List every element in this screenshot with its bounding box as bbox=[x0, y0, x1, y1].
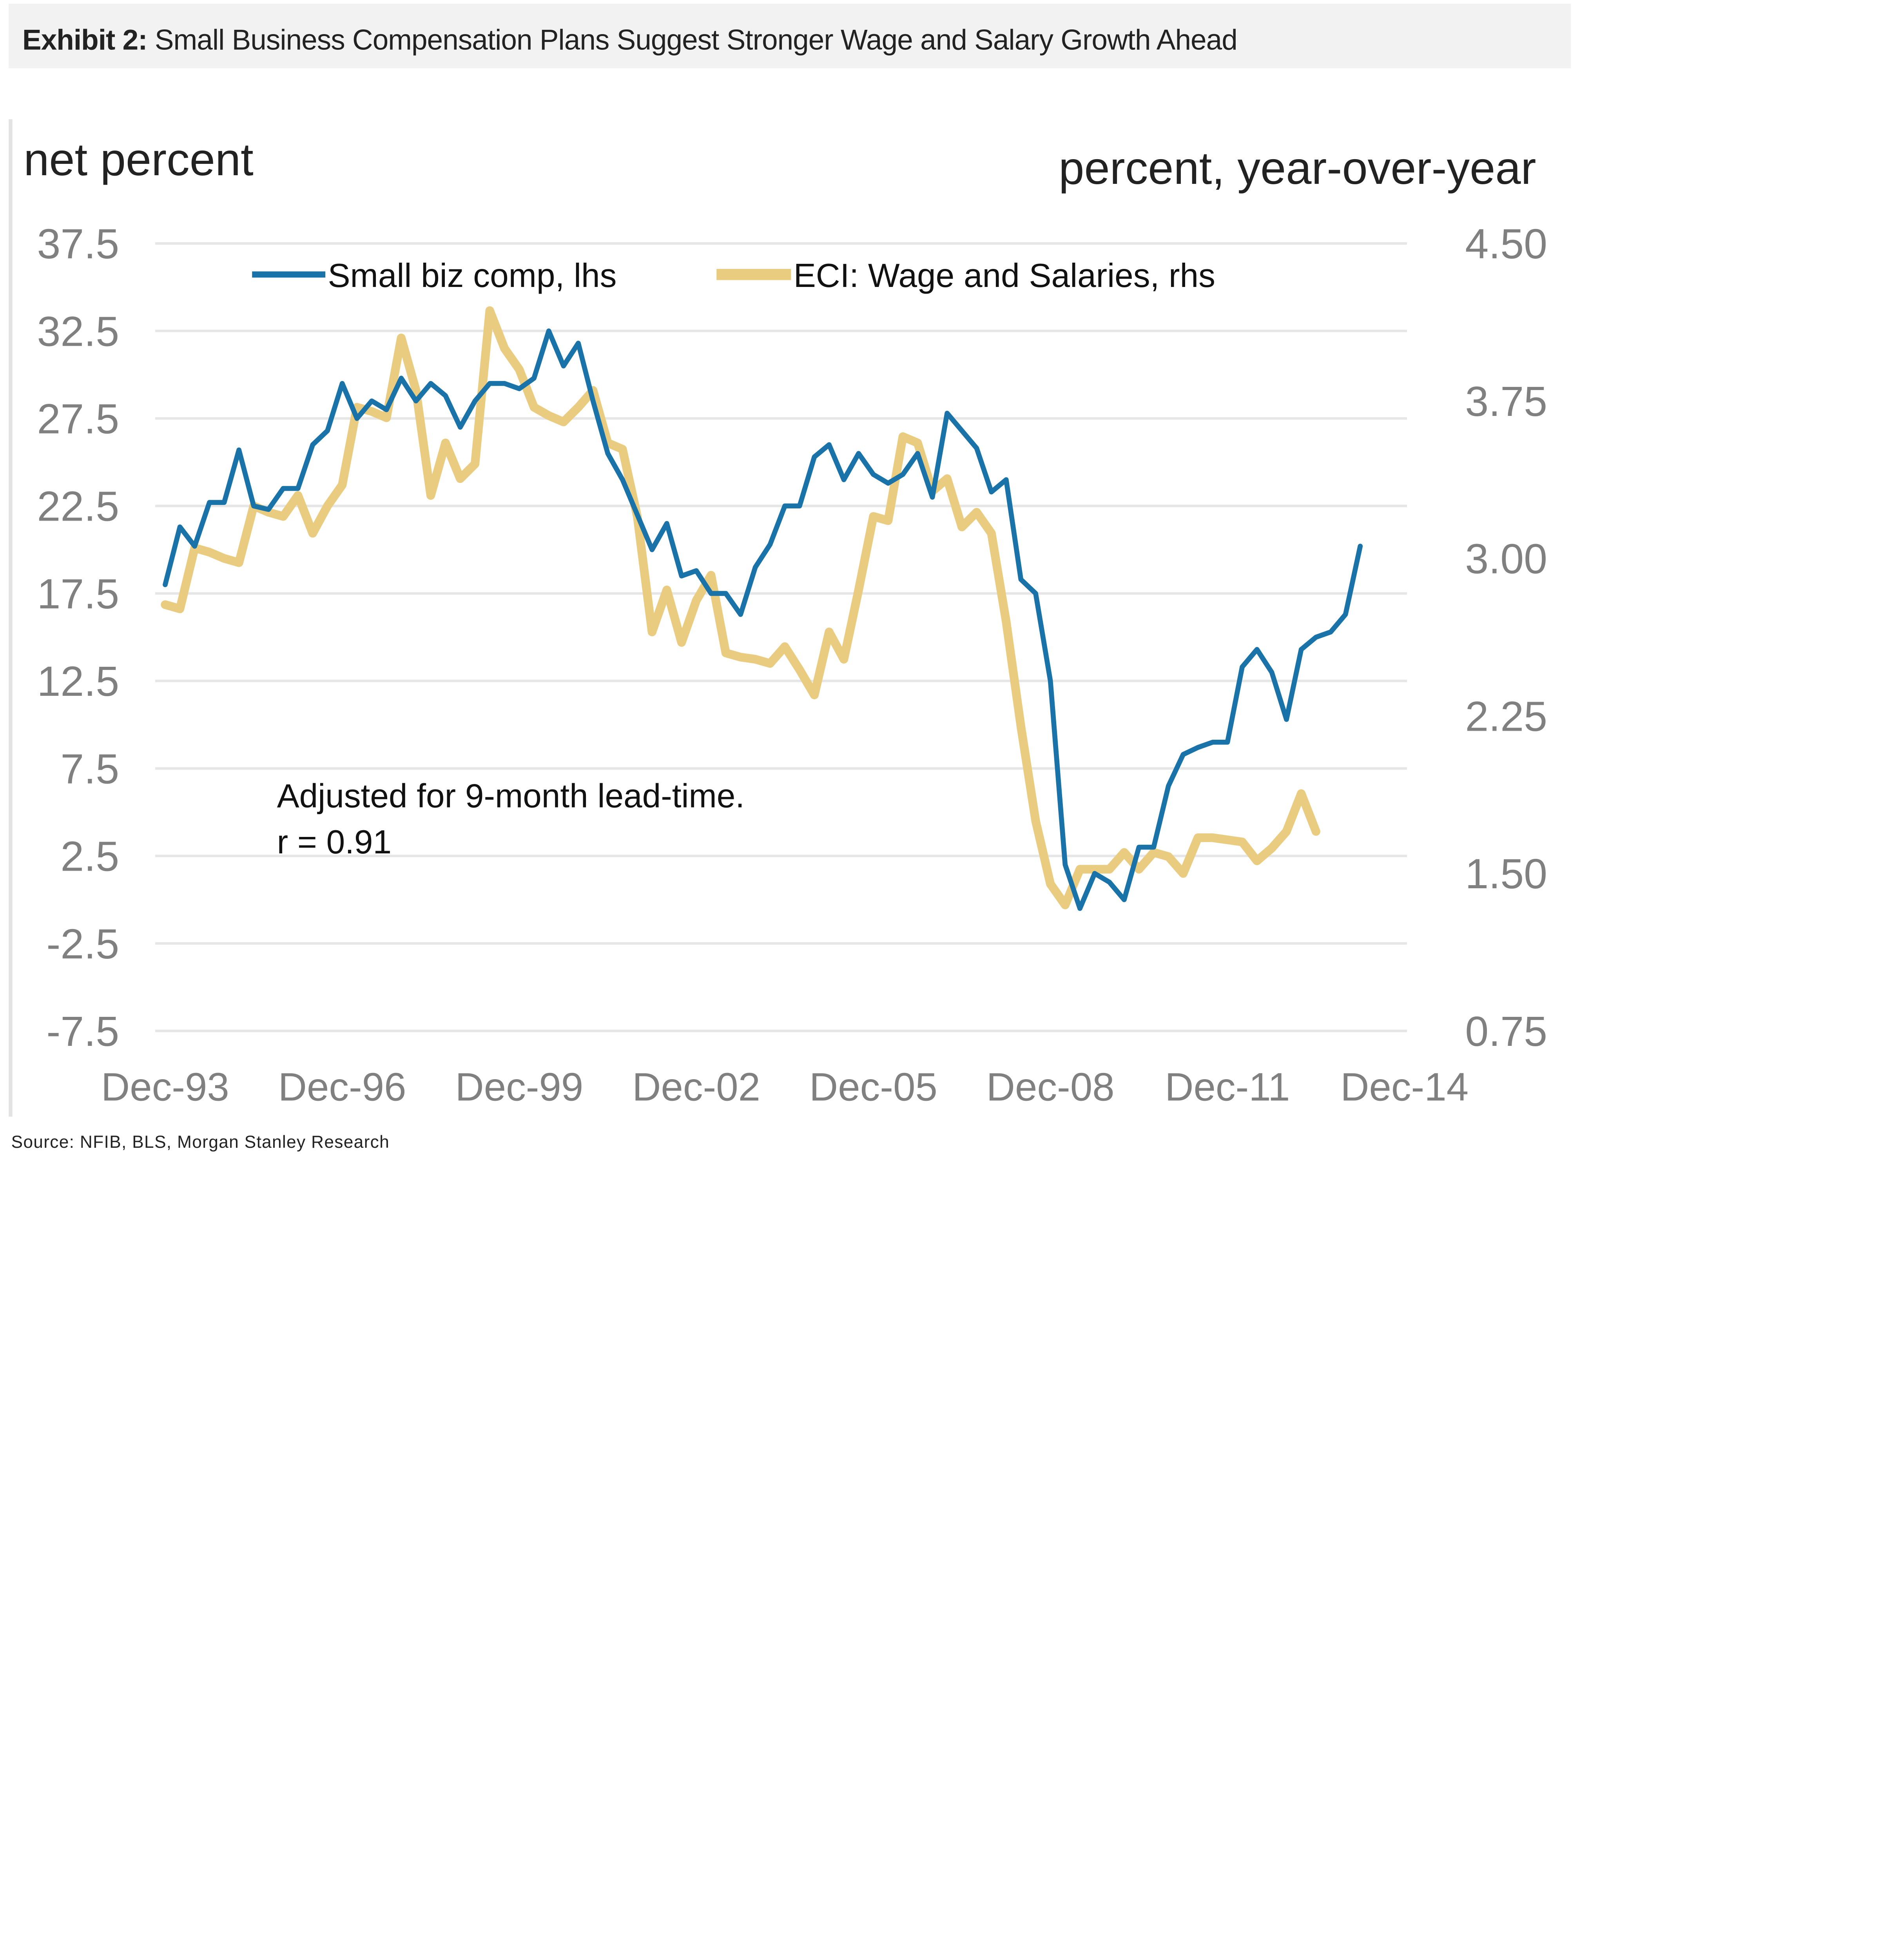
gridlines bbox=[155, 242, 1407, 1033]
y-left-tick-label: 2.5 bbox=[60, 833, 119, 880]
y-right-tick-label: 0.75 bbox=[1465, 1007, 1547, 1055]
series-line-small-biz-comp bbox=[163, 328, 1363, 911]
y-axis-right-title: percent, year-over-year bbox=[1059, 142, 1536, 194]
y-right-tick-label: 1.50 bbox=[1465, 850, 1547, 897]
legend-label-small-biz: Small biz comp, lhs bbox=[328, 257, 617, 294]
x-tick-label: Dec-14 bbox=[1340, 1065, 1469, 1109]
y-left-tick-label: 17.5 bbox=[37, 570, 120, 617]
exhibit-label: Exhibit 2: bbox=[22, 24, 147, 56]
y-axis-right: 4.50 3.75 3.00 2.25 1.50 0.75 bbox=[1465, 220, 1547, 1055]
y-right-tick-label: 4.50 bbox=[1465, 220, 1547, 267]
series-line-eci-wages-salaries bbox=[161, 306, 1320, 909]
y-right-tick-label: 2.25 bbox=[1465, 692, 1547, 740]
y-left-tick-label: 37.5 bbox=[37, 220, 120, 267]
annotation-lead-time: Adjusted for 9-month lead-time. bbox=[277, 778, 745, 815]
y-left-tick-label: -2.5 bbox=[47, 920, 120, 967]
x-tick-label: Dec-08 bbox=[986, 1065, 1115, 1109]
x-tick-label: Dec-05 bbox=[809, 1065, 937, 1109]
y-left-tick-label: 27.5 bbox=[37, 395, 120, 442]
x-axis: Dec-93 Dec-96 Dec-99 Dec-02 Dec-05 Dec-08 Dec-… bbox=[101, 1065, 1469, 1109]
y-axis-left: 37.5 32.5 27.5 22.5 17.5 12.5 7.5 2.5 -2.5 -7.5 bbox=[37, 220, 120, 1055]
frame-border bbox=[9, 119, 13, 1117]
x-tick-label: Dec-93 bbox=[101, 1065, 229, 1109]
y-left-tick-label: 12.5 bbox=[37, 657, 120, 705]
y-left-tick-label: 7.5 bbox=[60, 745, 119, 792]
y-right-tick-label: 3.75 bbox=[1465, 377, 1547, 425]
x-tick-label: Dec-96 bbox=[278, 1065, 406, 1109]
legend-label-eci: ECI: Wage and Salaries, rhs bbox=[794, 257, 1215, 294]
x-tick-label: Dec-02 bbox=[632, 1065, 760, 1109]
exhibit-title-text: Small Business Compensation Plans Sugges… bbox=[154, 24, 1238, 56]
x-tick-label: Dec-99 bbox=[455, 1065, 584, 1109]
y-left-tick-label: 32.5 bbox=[37, 307, 120, 355]
annotation-correlation: r = 0.91 bbox=[277, 824, 392, 861]
x-tick-label: Dec-11 bbox=[1165, 1065, 1290, 1109]
source-note: Source: NFIB, BLS, Morgan Stanley Resear… bbox=[11, 1131, 390, 1152]
y-axis-left-title: net percent bbox=[24, 134, 254, 185]
exhibit-title: Exhibit 2: Small Business Compensation P… bbox=[22, 24, 1238, 57]
y-left-tick-label: -7.5 bbox=[47, 1007, 120, 1055]
y-right-tick-label: 3.00 bbox=[1465, 535, 1547, 583]
series bbox=[161, 306, 1363, 911]
title-bar: Exhibit 2: Small Business Compensation P… bbox=[9, 4, 1571, 69]
legend: Small biz comp, lhs ECI: Wage and Salari… bbox=[252, 257, 1215, 294]
chart: 37.5 32.5 27.5 22.5 17.5 12.5 7.5 2.5 -2.5 -7.5 4… bbox=[24, 134, 1547, 1109]
y-left-tick-label: 22.5 bbox=[37, 483, 120, 530]
